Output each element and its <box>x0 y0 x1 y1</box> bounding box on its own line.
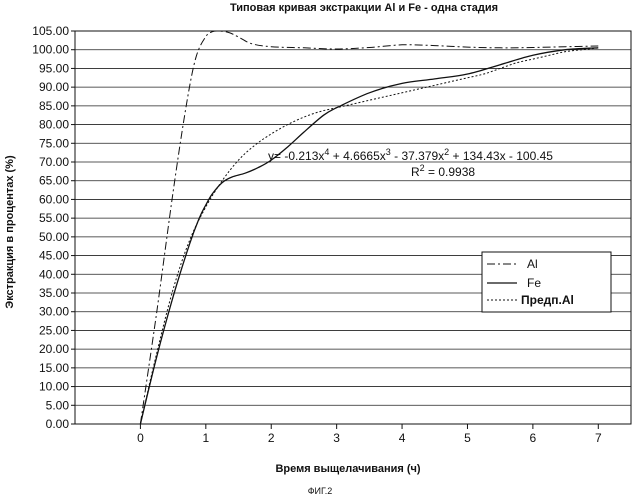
y-tick-label: 100.00 <box>32 43 69 57</box>
y-axis-ticks: 0.00 5.00 10.00 15.00 20.00 25.00 30.00 35.00 40… <box>32 24 75 431</box>
plot-area <box>74 30 632 425</box>
y-tick-label: 20.00 <box>39 342 69 356</box>
x-tick-label: 0 <box>137 431 144 445</box>
x-axis-ticks: 0 1 2 3 4 5 6 7 <box>137 424 602 445</box>
x-tick-label: 4 <box>399 431 406 445</box>
x-tick-label: 2 <box>268 431 275 445</box>
y-tick-label: 25.00 <box>39 323 69 337</box>
y-tick-label: 30.00 <box>39 305 69 319</box>
legend-label-fe: Fe <box>527 276 541 290</box>
y-tick-label: 55.00 <box>39 211 69 225</box>
y-tick-label: 90.00 <box>39 80 69 94</box>
regression-equation: y= -0.213x4 + 4.6665x3 - 37.379x2 + 134.… <box>268 147 553 163</box>
y-tick-label: 60.00 <box>39 192 69 206</box>
legend-label-al: Al <box>527 257 538 271</box>
legend-box <box>481 251 612 313</box>
y-tick-label: 35.00 <box>39 286 69 300</box>
legend-label-pred: Предп.Al <box>521 293 574 307</box>
x-tick-label: 6 <box>530 431 537 445</box>
x-tick-label: 3 <box>333 431 340 445</box>
chart-title: Типовая кривая экстракции Al и Fe - одна… <box>230 2 498 14</box>
series-line-fe <box>139 47 599 425</box>
y-tick-label: 0.00 <box>46 417 70 431</box>
y-tick-label: 10.00 <box>39 380 69 394</box>
series-lines <box>139 30 599 425</box>
y-tick-label: 80.00 <box>39 118 69 132</box>
y-tick-label: 105.00 <box>32 24 69 38</box>
y-tick-label: 40.00 <box>39 267 69 281</box>
legend: Al Fe Предп.Al <box>481 251 612 313</box>
series-line-al <box>139 30 599 425</box>
y-tick-label: 45.00 <box>39 249 69 263</box>
x-tick-label: 7 <box>595 431 602 445</box>
y-tick-label: 95.00 <box>39 61 69 75</box>
y-tick-label: 70.00 <box>39 155 69 169</box>
y-tick-label: 85.00 <box>39 99 69 113</box>
y-tick-label: 15.00 <box>39 361 69 375</box>
figure-label: ФИГ.2 <box>308 486 333 496</box>
x-axis-title: Время выщелачивания (ч) <box>275 463 420 475</box>
y-tick-label: 75.00 <box>39 136 69 150</box>
r-squared: R2 = 0.9938 <box>411 163 475 179</box>
grid-lines <box>75 49 631 406</box>
y-axis-title: Экстракция в процентах (%) <box>4 155 16 309</box>
x-tick-label: 1 <box>202 431 209 445</box>
y-tick-label: 5.00 <box>46 398 70 412</box>
x-tick-label: 5 <box>464 431 471 445</box>
y-tick-label: 65.00 <box>39 174 69 188</box>
y-tick-label: 50.00 <box>39 230 69 244</box>
